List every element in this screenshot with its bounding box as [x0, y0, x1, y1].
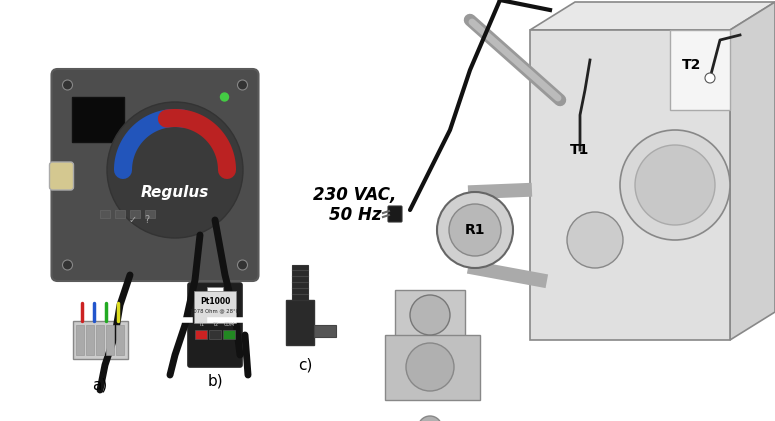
- Circle shape: [449, 204, 501, 256]
- Bar: [75, 325, 84, 355]
- FancyBboxPatch shape: [388, 206, 402, 222]
- Text: 1078 Ohm @ 28°C: 1078 Ohm @ 28°C: [191, 309, 239, 314]
- Text: ✓: ✓: [129, 215, 137, 225]
- Circle shape: [63, 260, 73, 270]
- Text: T1: T1: [570, 143, 590, 157]
- Polygon shape: [730, 2, 775, 340]
- Bar: [395, 290, 465, 340]
- Text: T2: T2: [212, 322, 218, 328]
- Text: Regulus: Regulus: [141, 184, 209, 200]
- Circle shape: [635, 145, 715, 225]
- Text: Pt1000: Pt1000: [200, 296, 230, 306]
- Bar: [209, 330, 221, 339]
- Text: R1: R1: [465, 223, 485, 237]
- Circle shape: [437, 192, 513, 268]
- Bar: [105, 325, 113, 355]
- Circle shape: [221, 93, 229, 101]
- Text: c): c): [298, 358, 312, 373]
- Circle shape: [107, 102, 243, 238]
- Bar: [145, 210, 155, 218]
- FancyBboxPatch shape: [50, 162, 74, 190]
- Circle shape: [410, 295, 450, 335]
- Circle shape: [237, 260, 247, 270]
- Bar: [130, 210, 140, 218]
- Bar: [385, 335, 480, 400]
- Bar: [100, 210, 110, 218]
- Text: COM: COM: [223, 322, 235, 328]
- Bar: [71, 97, 123, 142]
- Text: 230 VAC,
50 Hz: 230 VAC, 50 Hz: [313, 186, 397, 224]
- Bar: [85, 325, 94, 355]
- Bar: [223, 330, 235, 339]
- Bar: [194, 291, 236, 323]
- FancyBboxPatch shape: [188, 283, 242, 367]
- Text: T1: T1: [198, 322, 204, 328]
- Bar: [115, 210, 125, 218]
- Bar: [314, 325, 336, 337]
- Text: a): a): [92, 378, 108, 393]
- Circle shape: [567, 212, 623, 268]
- Bar: [195, 330, 207, 339]
- Polygon shape: [530, 2, 775, 30]
- Bar: [207, 287, 223, 291]
- Text: ?: ?: [144, 215, 150, 225]
- FancyBboxPatch shape: [51, 69, 259, 281]
- Circle shape: [620, 130, 730, 240]
- Text: T2: T2: [682, 58, 701, 72]
- Bar: [115, 325, 123, 355]
- Polygon shape: [670, 30, 730, 110]
- Bar: [292, 265, 308, 305]
- Text: b): b): [207, 373, 223, 388]
- Bar: [95, 325, 104, 355]
- Circle shape: [418, 416, 442, 421]
- Bar: [530, 30, 730, 340]
- Bar: [286, 300, 314, 345]
- Circle shape: [237, 80, 247, 90]
- Bar: [73, 321, 128, 359]
- Circle shape: [705, 73, 715, 83]
- Circle shape: [406, 343, 454, 391]
- Circle shape: [63, 80, 73, 90]
